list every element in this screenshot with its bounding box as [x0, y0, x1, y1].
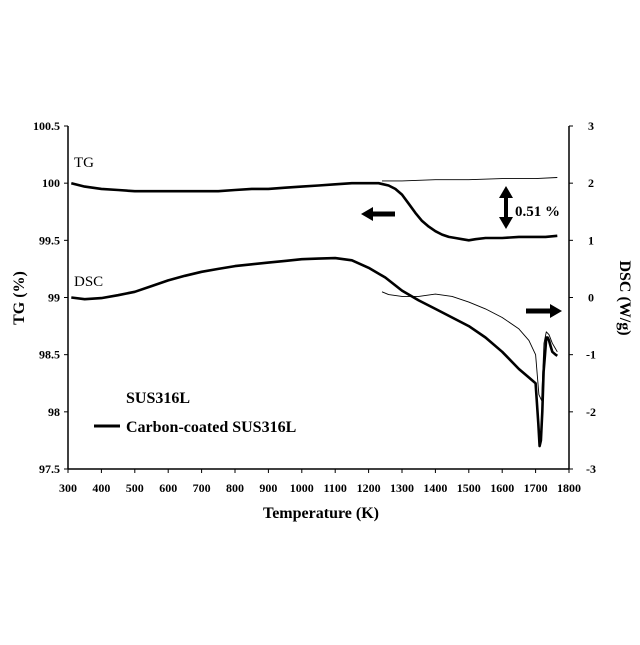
y-right-tick-label: 2: [588, 176, 594, 190]
x-tick-label: 1600: [490, 481, 514, 495]
x-tick-label: 500: [126, 481, 144, 495]
x-axis-title: Temperature (K): [263, 505, 379, 522]
y-right-tick-label: -3: [586, 462, 596, 476]
series-line-tg-sus316l: [382, 178, 557, 181]
x-tick-label: 1800: [557, 481, 581, 495]
series-line-dsc-carbon-coated: [71, 258, 557, 446]
arrow-right-icon: [526, 304, 562, 318]
y-left-tick-label: 99.5: [39, 233, 60, 247]
y-right-tick-label: -2: [586, 405, 596, 419]
double-arrow-icon: [499, 186, 513, 229]
series-line-dsc-sus316l: [382, 292, 557, 401]
x-tick-label: 1000: [290, 481, 314, 495]
legend: SUS316L Carbon-coated SUS316L: [94, 390, 296, 436]
axes: [68, 126, 569, 469]
x-tick-label: 1200: [357, 481, 381, 495]
x-tick-label: 300: [59, 481, 77, 495]
dsc-curve-label: DSC: [74, 274, 103, 290]
series-line-tg-carbon-coated: [71, 183, 557, 240]
x-tick-label: 800: [226, 481, 244, 495]
y-left-tick-label: 97.5: [39, 462, 60, 476]
y-right-tick-label: -1: [586, 348, 596, 362]
ticks: 3004005006007008009001000110012001300140…: [33, 119, 596, 495]
x-tick-label: 1500: [457, 481, 481, 495]
y-axis-right-title: DSC (W/g): [616, 260, 633, 335]
legend-entry-carbon-coated: Carbon-coated SUS316L: [126, 419, 296, 436]
legend-entry-sus316l: SUS316L: [126, 390, 190, 407]
y-right-tick-label: 3: [588, 119, 594, 133]
x-tick-label: 1300: [390, 481, 414, 495]
y-right-tick-label: 0: [588, 291, 594, 305]
x-tick-label: 400: [92, 481, 110, 495]
mass-change-label: 0.51 %: [515, 204, 560, 220]
x-tick-label: 900: [259, 481, 277, 495]
arrow-left-icon: [361, 207, 395, 221]
x-tick-label: 1100: [324, 481, 347, 495]
x-tick-label: 1700: [524, 481, 548, 495]
tg-curve-label: TG: [74, 155, 94, 171]
y-left-tick-label: 98.5: [39, 348, 60, 362]
x-tick-label: 700: [193, 481, 211, 495]
y-left-tick-label: 100.5: [33, 119, 60, 133]
y-right-tick-label: 1: [588, 233, 594, 247]
x-tick-label: 600: [159, 481, 177, 495]
y-left-tick-label: 100: [42, 176, 60, 190]
y-left-tick-label: 98: [48, 405, 60, 419]
y-axis-left-title: TG (%): [11, 271, 28, 325]
x-tick-label: 1400: [423, 481, 447, 495]
y-left-tick-label: 99: [48, 291, 60, 305]
